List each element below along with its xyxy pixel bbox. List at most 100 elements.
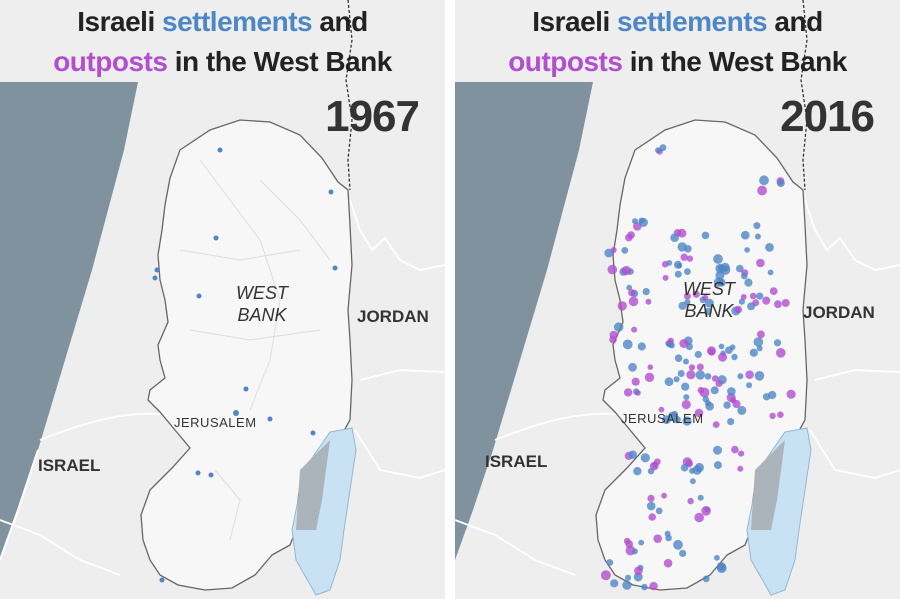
outpost-dot bbox=[610, 247, 617, 253]
jerusalem-label: JERUSALEM bbox=[174, 415, 257, 430]
west-bank-label: WEST BANK bbox=[236, 282, 288, 326]
settlement-dot bbox=[195, 470, 201, 476]
outpost-dot bbox=[609, 330, 618, 340]
outpost-dot bbox=[648, 513, 656, 521]
outpost-dot bbox=[702, 294, 709, 301]
outpost-dot bbox=[649, 581, 658, 591]
outpost-dot bbox=[653, 534, 662, 543]
wb-roads bbox=[179, 159, 331, 541]
settlement-dot bbox=[680, 463, 689, 472]
settlement-dot bbox=[640, 453, 650, 463]
outpost-dot bbox=[683, 292, 691, 300]
outpost-dot bbox=[623, 388, 633, 397]
west-bank-label: WEST BANK bbox=[683, 278, 735, 322]
settlement-dot bbox=[741, 230, 750, 240]
west-bank-label-line-2: BANK bbox=[684, 301, 734, 321]
settlement-dot bbox=[662, 415, 671, 425]
settlement-dot bbox=[677, 242, 687, 252]
outpost-dot bbox=[732, 399, 741, 409]
map-title-line-1: Israeli settlements and bbox=[77, 6, 368, 37]
settlement-dot bbox=[741, 272, 748, 280]
settlement-dot bbox=[673, 539, 683, 550]
settlement-dot bbox=[704, 308, 712, 316]
settlement-dot bbox=[639, 217, 648, 227]
outpost-dot bbox=[699, 387, 710, 398]
settlement-dot bbox=[674, 354, 683, 363]
settlement-dot bbox=[710, 386, 719, 395]
settlement-dot bbox=[754, 233, 761, 240]
outpost-dot bbox=[756, 258, 765, 268]
outpost-dot bbox=[627, 231, 635, 239]
outpost-dot bbox=[617, 301, 627, 311]
outpost-dot bbox=[737, 465, 744, 472]
settlement-dot bbox=[701, 231, 710, 240]
settlements-keyword: settlements bbox=[162, 6, 313, 37]
outpost-dot bbox=[734, 305, 743, 314]
outpost-dot bbox=[662, 274, 669, 281]
settlement-dot bbox=[727, 387, 736, 396]
settlement-dot bbox=[702, 395, 709, 403]
settlement-dot bbox=[723, 401, 731, 409]
map-canvas bbox=[0, 0, 445, 599]
settlement-dot bbox=[737, 405, 747, 415]
outpost-dot bbox=[718, 352, 728, 362]
settlement-dot bbox=[152, 275, 158, 281]
settlement-dot bbox=[674, 270, 682, 278]
settlement-dot bbox=[243, 386, 249, 392]
settlement-dot bbox=[744, 278, 753, 287]
settlement-dot bbox=[638, 539, 645, 546]
outpost-dot bbox=[680, 253, 688, 261]
settlement-dot bbox=[208, 472, 214, 478]
settlement-dot bbox=[233, 410, 239, 416]
outpost-dot bbox=[692, 290, 700, 298]
settlement-dot bbox=[731, 353, 738, 361]
year-label: 2016 bbox=[780, 92, 875, 141]
outpost-dot bbox=[644, 372, 655, 382]
outposts-keyword: outposts bbox=[53, 46, 168, 77]
settlement-dot bbox=[753, 337, 764, 347]
settlement-dot bbox=[729, 344, 736, 351]
outpost-dot bbox=[647, 494, 655, 502]
outpost-dot bbox=[688, 364, 696, 371]
outpost-dot bbox=[679, 339, 689, 348]
map-title-line-2: outposts in the West Bank bbox=[508, 46, 847, 77]
outpost-dot bbox=[631, 326, 638, 333]
settlement-dot bbox=[704, 298, 714, 308]
settlement-dot bbox=[217, 147, 223, 153]
outpost-dot bbox=[649, 461, 659, 471]
israel-label: ISRAEL bbox=[485, 452, 548, 471]
settlement-dot bbox=[767, 269, 774, 276]
israel-label: ISRAEL bbox=[38, 456, 101, 475]
settlement-dot bbox=[632, 218, 638, 225]
settlement-dot bbox=[704, 373, 712, 380]
settlement-dot bbox=[756, 345, 763, 352]
outpost-dot bbox=[711, 375, 719, 382]
settlement-dot bbox=[765, 243, 774, 252]
settlement-dot bbox=[747, 302, 756, 311]
settlement-dot bbox=[655, 147, 662, 154]
map-panel-1967: Israeli settlements and outposts in the … bbox=[0, 0, 445, 599]
outpost-dot bbox=[749, 292, 757, 300]
settlement-dot bbox=[756, 292, 764, 300]
jerusalem-label: JERUSALEM bbox=[621, 411, 704, 426]
settlement-dot bbox=[631, 548, 638, 555]
outposts-keyword: outposts bbox=[508, 46, 623, 77]
settlement-dot bbox=[626, 284, 633, 291]
settlement-dot bbox=[776, 179, 785, 188]
outpost-dot bbox=[663, 558, 673, 568]
settlement-dot bbox=[727, 418, 735, 426]
settlement-dot bbox=[614, 322, 624, 332]
outpost-dot bbox=[607, 264, 618, 275]
year-label: 1967 bbox=[325, 92, 420, 141]
settlement-dot bbox=[689, 467, 695, 474]
settlement-dot bbox=[683, 358, 689, 365]
settlement-dot bbox=[678, 301, 687, 310]
settlement-dot bbox=[749, 348, 758, 357]
settlement-dot bbox=[715, 270, 725, 280]
settlement-dot bbox=[646, 501, 656, 511]
outpost-dot bbox=[621, 265, 631, 276]
settlement-dot bbox=[773, 339, 782, 347]
settlement-dot bbox=[684, 268, 691, 275]
map-canvas bbox=[455, 0, 900, 599]
settlement-dot bbox=[690, 478, 696, 485]
